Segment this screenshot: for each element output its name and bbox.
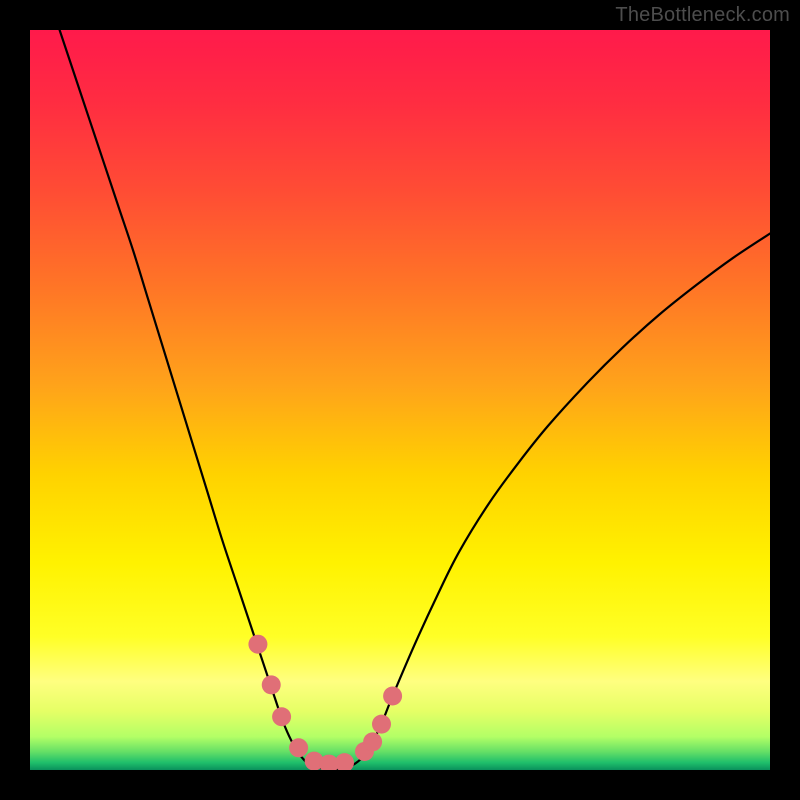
chart-stage: TheBottleneck.com (0, 0, 800, 800)
gradient-background (30, 30, 770, 770)
curve-marker (335, 753, 354, 772)
curve-marker (272, 707, 291, 726)
bottleneck-chart (0, 0, 800, 800)
curve-marker (262, 675, 281, 694)
curve-marker (248, 635, 267, 654)
watermark-label: TheBottleneck.com (615, 4, 790, 27)
curve-marker (383, 687, 402, 706)
curve-marker (363, 732, 382, 751)
curve-marker (289, 738, 308, 757)
curve-marker (372, 715, 391, 734)
